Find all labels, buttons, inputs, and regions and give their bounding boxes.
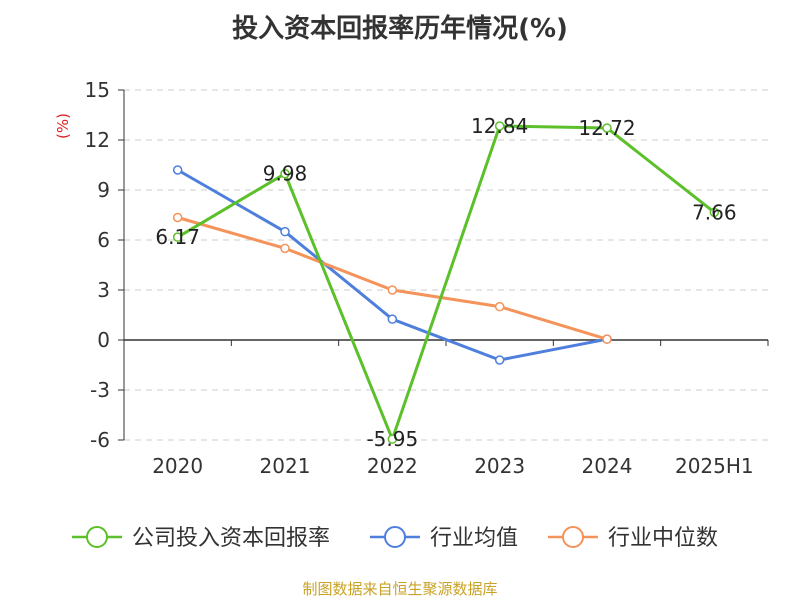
series-layer (172, 121, 720, 444)
x-tick-label: 2022 (367, 454, 418, 478)
data-point (172, 165, 183, 175)
data-point (387, 314, 398, 324)
legend: 公司投入资本回报率 行业均值 行业中位数 (72, 526, 718, 551)
chart-title: 投入资本回报率历年情况(%) (232, 14, 568, 44)
y-tick-label: -6 (90, 428, 110, 452)
data-point (494, 355, 505, 365)
data-point (709, 207, 720, 218)
legend-label: 行业中位数 (608, 526, 718, 551)
data-point (387, 285, 398, 295)
x-tick-label: 2023 (474, 454, 525, 478)
y-axis-unit: (%) (54, 113, 72, 139)
x-tick-label: 2020 (152, 454, 203, 478)
axis-layer: -6 -3 0 3 6 9 12 15 2020 2021 2022 2023 2024 2025H1 (%… (54, 78, 769, 478)
y-tick-label: 6 (97, 228, 110, 252)
data-point (494, 301, 505, 312)
y-tick-label: 0 (97, 328, 110, 352)
data-point (494, 121, 505, 131)
y-tick-label: 12 (85, 128, 110, 152)
data-label: 7.66 (692, 200, 737, 224)
data-label: 6.17 (155, 225, 200, 249)
source-note: 制图数据来自恒生聚源数据库 (302, 580, 498, 598)
series-line (176, 124, 716, 441)
data-point (280, 226, 290, 237)
x-tick-label: 2024 (582, 454, 633, 478)
x-tick-label: 2025H1 (675, 454, 754, 478)
data-point (602, 123, 612, 133)
legend-label: 行业均值 (430, 526, 518, 551)
legend-marker (562, 526, 584, 548)
y-tick-label: 15 (85, 78, 110, 102)
data-point (387, 434, 398, 444)
data-point (172, 232, 183, 242)
data-label: 12.72 (578, 116, 635, 140)
legend-marker (384, 526, 406, 548)
data-label: 9.98 (263, 162, 308, 186)
data-label: 12.84 (471, 114, 528, 138)
y-tick-label: 9 (97, 178, 110, 202)
x-tick-label: 2021 (260, 454, 311, 478)
legend-label: 公司投入资本回报率 (132, 526, 330, 551)
y-tick-label: -3 (90, 378, 110, 402)
data-point (172, 212, 183, 223)
data-label-layer: 6.17 9.98 -5.95 12.84 12.72 7.66 (155, 114, 736, 451)
data-point (602, 334, 612, 344)
data-point (280, 168, 290, 179)
legend-marker (86, 526, 108, 548)
data-label: -5.95 (366, 427, 418, 451)
y-tick-label: 3 (97, 278, 110, 302)
data-point (280, 243, 290, 254)
grid-layer (124, 89, 768, 441)
